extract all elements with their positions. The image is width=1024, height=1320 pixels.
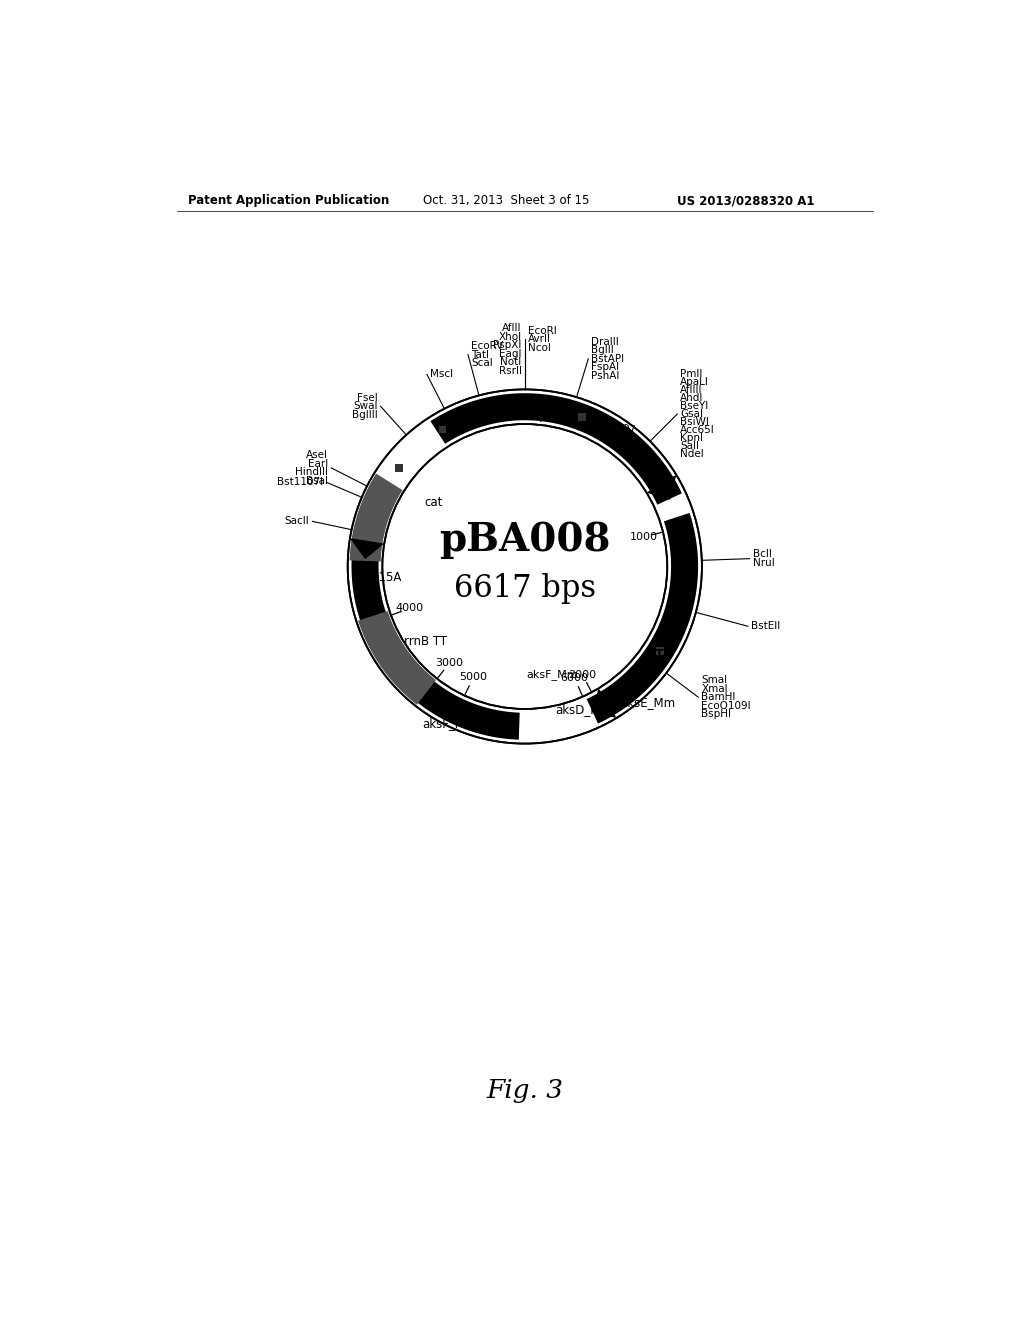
Text: FspAI: FspAI (592, 362, 620, 372)
Text: 5000: 5000 (459, 672, 487, 682)
Text: SwaI: SwaI (353, 401, 378, 412)
Text: EagI: EagI (500, 348, 521, 359)
Text: BamHI: BamHI (701, 692, 735, 702)
Text: RsrII: RsrII (499, 366, 521, 375)
Text: NotI: NotI (501, 358, 521, 367)
Text: EcoRI: EcoRI (528, 326, 557, 335)
Text: AvrII: AvrII (528, 334, 551, 345)
Text: T5: T5 (654, 648, 672, 661)
Text: p15A: p15A (372, 570, 402, 583)
Text: Acc65I: Acc65I (680, 425, 715, 436)
Polygon shape (592, 690, 615, 717)
Bar (579, 413, 586, 421)
Text: BseYI: BseYI (680, 401, 709, 411)
Text: rrnB TT: rrnB TT (404, 635, 447, 648)
Text: AhdI: AhdI (680, 393, 703, 403)
Polygon shape (351, 539, 383, 558)
Text: 6617 bps: 6617 bps (454, 573, 596, 603)
Text: DraIII: DraIII (592, 337, 620, 347)
Text: EarI: EarI (308, 458, 329, 469)
Text: MscI: MscI (430, 370, 454, 379)
Text: PspXI: PspXI (494, 341, 521, 350)
Text: aksD_Mm: aksD_Mm (555, 704, 612, 717)
Text: 4000: 4000 (395, 603, 424, 614)
Bar (438, 425, 446, 433)
Text: Patent Application Publication: Patent Application Publication (188, 194, 389, 207)
Text: NdeI: NdeI (680, 450, 705, 459)
Text: BstEII: BstEII (751, 622, 780, 631)
Text: pBA008: pBA008 (439, 520, 610, 558)
Text: BglII: BglII (592, 346, 614, 355)
Text: XhoI: XhoI (499, 331, 521, 342)
Text: AseI: AseI (306, 450, 329, 461)
Text: Fig. 3: Fig. 3 (486, 1077, 563, 1102)
Text: PmII: PmII (680, 368, 702, 379)
Text: BsaI: BsaI (306, 475, 329, 486)
Text: SalI: SalI (680, 441, 699, 451)
Polygon shape (351, 557, 520, 739)
Text: BstAPI: BstAPI (592, 354, 625, 364)
Text: AflIII: AflIII (680, 385, 702, 395)
Text: US 2013/0288320 A1: US 2013/0288320 A1 (677, 194, 815, 207)
Text: XmaI: XmaI (701, 684, 728, 694)
Text: Bst1107I: Bst1107I (278, 478, 324, 487)
Text: NcoI: NcoI (528, 343, 551, 352)
Text: BclI: BclI (753, 549, 771, 560)
Text: ScaI: ScaI (471, 358, 493, 368)
Text: SmaI: SmaI (701, 676, 727, 685)
Circle shape (348, 389, 701, 743)
Text: Oct. 31, 2013  Sheet 3 of 15: Oct. 31, 2013 Sheet 3 of 15 (423, 194, 590, 207)
Text: NruI: NruI (753, 558, 774, 568)
Text: 2000: 2000 (568, 669, 596, 680)
Text: aksF_Mm: aksF_Mm (423, 717, 477, 730)
Text: 1000: 1000 (630, 532, 657, 543)
Text: 6000: 6000 (560, 673, 589, 684)
Text: HindIII: HindIII (295, 467, 329, 477)
Bar (656, 647, 665, 655)
Text: T5: T5 (460, 416, 477, 429)
Text: PshAI: PshAI (592, 371, 620, 380)
Text: EcoRV: EcoRV (471, 341, 504, 351)
Text: ApaLI: ApaLI (680, 376, 710, 387)
Polygon shape (430, 393, 682, 504)
Polygon shape (358, 611, 436, 705)
Text: aksE_Mm: aksE_Mm (620, 696, 675, 709)
Text: 3000: 3000 (435, 657, 464, 668)
Text: aksF_Mm: aksF_Mm (526, 669, 579, 680)
Polygon shape (349, 474, 402, 561)
Polygon shape (648, 477, 675, 499)
Text: SacII: SacII (285, 516, 309, 527)
Bar (395, 465, 402, 473)
Text: nifV: nifV (613, 425, 636, 437)
Text: GsaI: GsaI (680, 409, 703, 418)
Text: BspHI: BspHI (701, 709, 731, 719)
Text: BglIII: BglIII (351, 409, 378, 420)
Text: KpnI: KpnI (680, 433, 703, 444)
Text: EcoO109I: EcoO109I (701, 701, 751, 710)
Text: l: l (539, 412, 542, 425)
Polygon shape (587, 513, 698, 723)
Text: AflII: AflII (502, 323, 521, 333)
Text: FseI: FseI (356, 393, 378, 403)
Text: BsiWI: BsiWI (680, 417, 710, 428)
Text: cat: cat (424, 496, 442, 510)
Text: TatI: TatI (471, 350, 489, 359)
